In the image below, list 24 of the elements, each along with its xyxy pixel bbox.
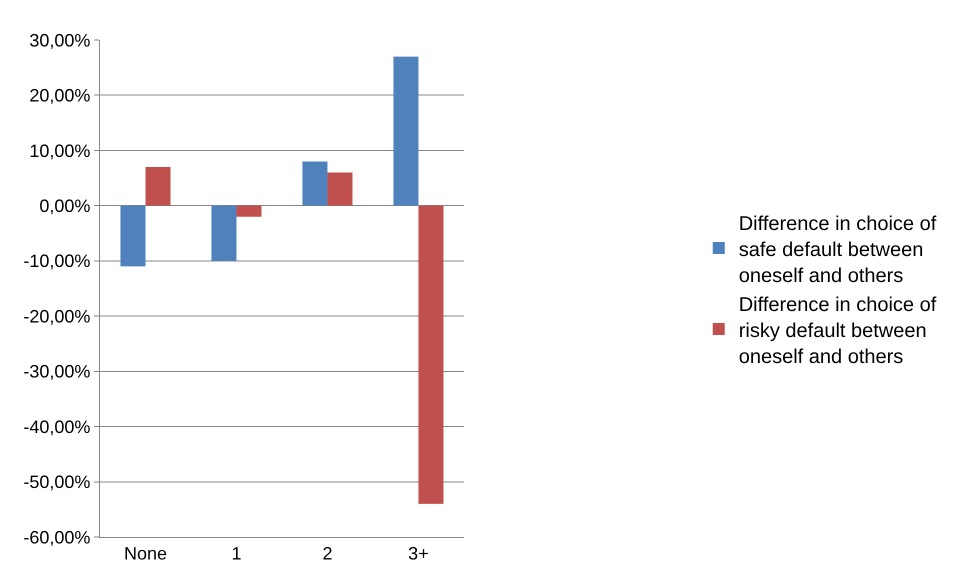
bar (145, 167, 171, 206)
x-tick-label: 3+ (408, 544, 429, 564)
x-tick-label: 1 (231, 544, 242, 564)
bar (236, 206, 262, 217)
bar (120, 206, 146, 266)
bar (393, 56, 418, 206)
bar (327, 172, 352, 206)
y-tick-label: 30,00% (29, 30, 90, 50)
x-tick-label: None (124, 544, 168, 564)
y-tick-label: 10,00% (29, 140, 90, 161)
y-tick-label: -30,00% (23, 362, 90, 382)
legend-label: Difference in choice of safe default between oneself and others (738, 212, 937, 287)
bar (418, 206, 444, 504)
y-tick-label: 0,00% (39, 196, 90, 216)
y-tick-label: -50,00% (23, 472, 90, 492)
x-tick-label: 2 (322, 544, 332, 564)
y-tick-label: -20,00% (23, 306, 90, 326)
y-tick-label: -10,00% (23, 251, 90, 272)
y-tick-label: -60,00% (23, 527, 90, 548)
y-tick-label: -40,00% (23, 416, 90, 437)
bar (211, 206, 236, 261)
y-tick-label: 20,00% (29, 86, 90, 106)
bar (302, 161, 328, 206)
legend-label: Difference in choice of risky default between oneself and others (738, 294, 937, 368)
